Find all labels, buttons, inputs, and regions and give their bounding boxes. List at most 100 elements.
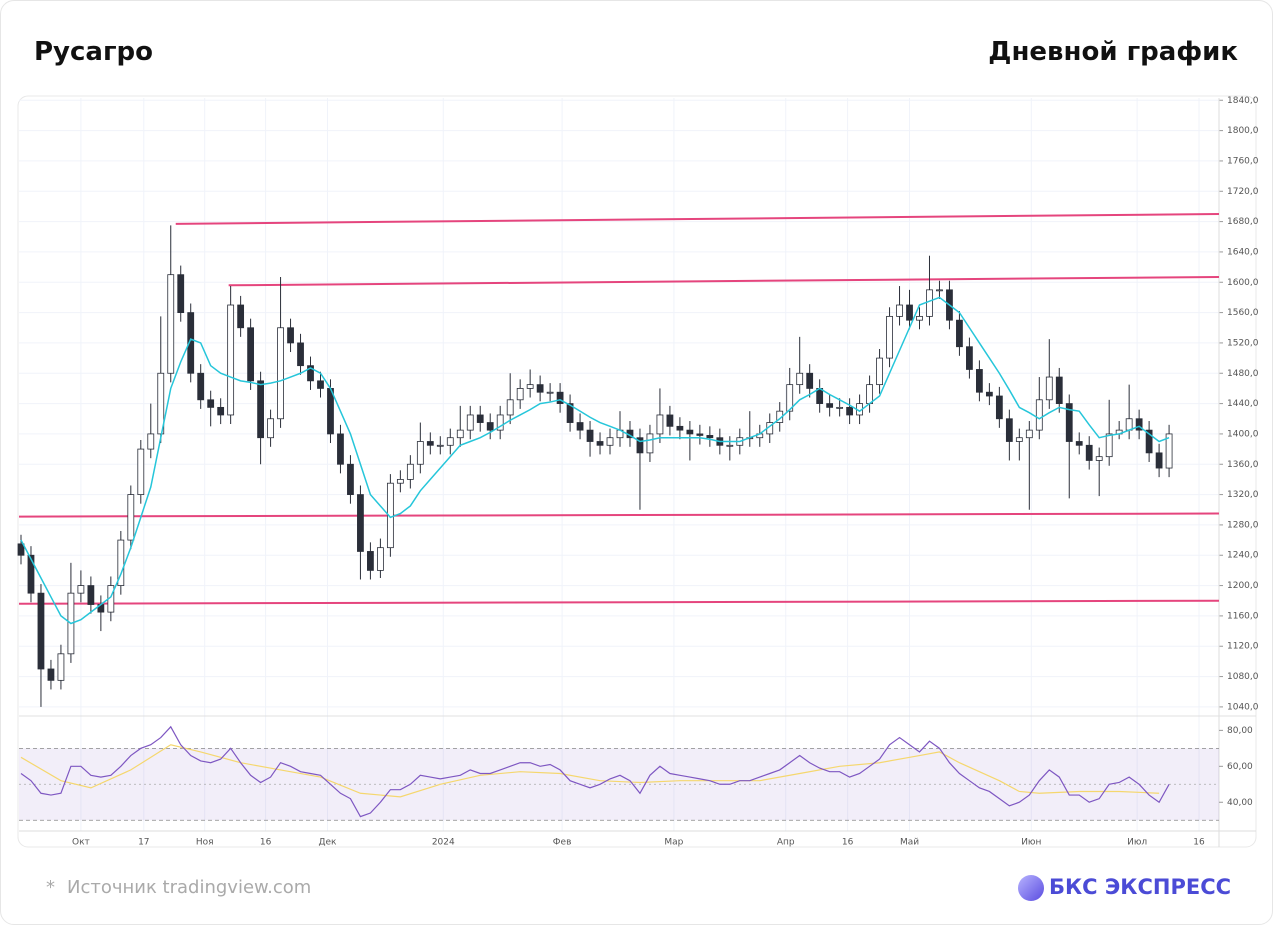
trend-line — [228, 275, 1220, 287]
candle-body — [806, 372, 814, 389]
candle-body — [926, 289, 933, 317]
x-tick-label: Апр — [777, 838, 795, 848]
candle-body — [556, 391, 564, 404]
x-tick-label: 16 — [1193, 838, 1205, 848]
candle-body — [367, 551, 374, 571]
candle-body — [506, 399, 514, 416]
candle-body — [576, 422, 584, 431]
candle-body — [227, 304, 235, 416]
candle-body — [327, 388, 334, 435]
candle-body — [995, 395, 1003, 420]
candle-body — [446, 437, 454, 446]
y-tick-label: 1400,0 — [1227, 429, 1259, 439]
x-tick-label: 2024 — [432, 838, 455, 848]
candle-body — [197, 372, 205, 401]
trend-line — [18, 512, 1220, 518]
candle-body — [377, 547, 384, 571]
candle-body — [297, 342, 304, 367]
x-tick-label: Дек — [318, 838, 337, 848]
x-tick-label: Июн — [1021, 838, 1041, 848]
candle-body — [157, 372, 165, 435]
title: Русагро — [34, 37, 154, 67]
y-tick-label: 1560,0 — [1227, 308, 1259, 318]
candle-body — [606, 437, 614, 446]
x-tick-label: 16 — [260, 838, 272, 848]
candle-body — [217, 406, 225, 416]
candle-body — [686, 429, 694, 435]
candle-body — [1125, 418, 1133, 431]
candle-body — [456, 429, 464, 439]
y-tick-label: 1840,0 — [1227, 96, 1259, 106]
candle-body — [436, 444, 444, 447]
candle-body — [1025, 429, 1033, 439]
candle-body — [976, 369, 983, 393]
candle-body — [1145, 429, 1153, 454]
x-tick-label: Июл — [1127, 838, 1147, 848]
y-tick-label: 1800,0 — [1227, 126, 1259, 136]
y-tick-label: 1040,0 — [1227, 702, 1259, 712]
candle-body — [886, 315, 893, 359]
y-tick-label: 1520,0 — [1227, 338, 1259, 348]
candle-body — [786, 384, 794, 412]
y-tick-label: 1720,0 — [1227, 187, 1259, 197]
candle-body — [466, 414, 474, 431]
rsi-tick-label: 80,00 — [1227, 726, 1253, 736]
candle-body — [307, 365, 314, 382]
candle-body — [337, 433, 344, 465]
candle-body — [1055, 376, 1063, 404]
candle-body — [117, 539, 125, 586]
candle-body — [566, 403, 574, 423]
candle-body — [666, 414, 674, 427]
candle-body — [357, 494, 364, 552]
y-tick-label: 1080,0 — [1227, 672, 1259, 682]
candle-body — [237, 304, 245, 329]
candle-body — [1075, 441, 1083, 446]
subtitle: Дневной график — [988, 37, 1238, 67]
candle-body — [177, 274, 185, 313]
y-tick-label: 1120,0 — [1227, 642, 1259, 652]
candle-body — [267, 418, 274, 439]
candle-body — [247, 327, 255, 382]
candle-body — [406, 463, 414, 480]
candle-body — [826, 403, 834, 408]
candle-body — [37, 592, 45, 670]
candle-body — [516, 388, 524, 401]
candle-body — [1035, 399, 1043, 431]
trend-line — [175, 213, 1220, 225]
candle-body — [796, 372, 804, 386]
candle-body — [696, 433, 704, 436]
candle-body — [1105, 433, 1113, 458]
candle-body — [846, 406, 854, 416]
candle-body — [1085, 444, 1093, 461]
y-tick-label: 1280,0 — [1227, 520, 1259, 530]
rsi-tick-label: 60,00 — [1227, 762, 1253, 772]
candle-body — [496, 414, 504, 431]
candle-body — [966, 346, 973, 370]
candle-body — [257, 380, 264, 439]
candle-body — [137, 448, 145, 495]
brand: БКС ЭКСПРЕСС — [1049, 875, 1232, 899]
chart-frame — [17, 95, 1257, 848]
candle-body — [676, 425, 684, 431]
candle-body — [87, 585, 95, 605]
candle-body — [866, 384, 873, 404]
rsi-tick-label: 40,00 — [1227, 798, 1253, 808]
y-tick-label: 1360,0 — [1227, 460, 1259, 470]
x-tick-label: 16 — [842, 838, 854, 848]
y-tick-label: 1160,0 — [1227, 611, 1259, 621]
candle-body — [546, 391, 554, 394]
y-tick-label: 1760,0 — [1227, 156, 1259, 166]
x-tick-label: Ноя — [196, 838, 214, 848]
candle-body — [536, 384, 544, 393]
moving-average — [20, 296, 1170, 625]
y-tick-label: 1440,0 — [1227, 399, 1259, 409]
candle-body — [836, 406, 844, 409]
brand-logo — [1018, 875, 1044, 901]
rsi-ma — [20, 744, 1160, 798]
candle-body — [486, 422, 494, 431]
x-tick-label: 17 — [138, 838, 149, 848]
candle-body — [416, 441, 424, 465]
y-tick-label: 1240,0 — [1227, 551, 1259, 561]
rsi-line — [20, 725, 1170, 818]
